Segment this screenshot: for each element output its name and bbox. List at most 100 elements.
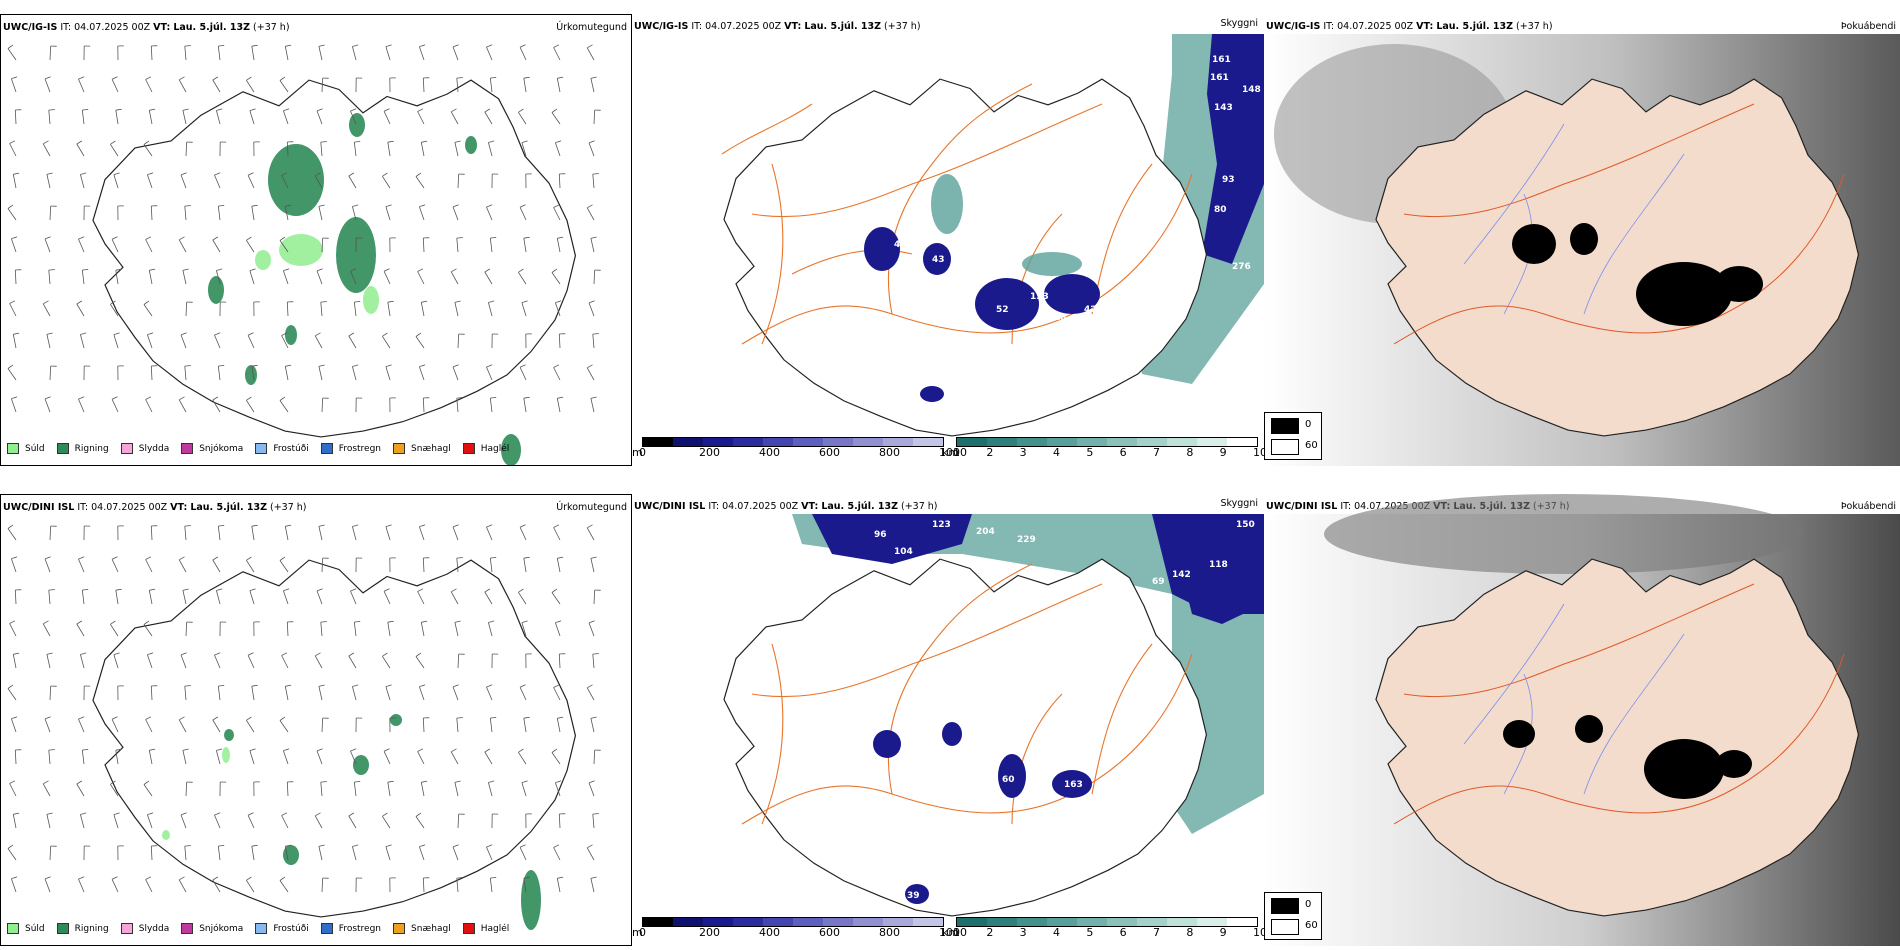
- wind-barb: [247, 175, 255, 189]
- wind-barb-tick: [218, 205, 225, 207]
- wind-barb: [350, 750, 357, 765]
- wind-barb: [283, 750, 289, 765]
- wind-barb: [454, 622, 459, 637]
- wind-barb-tick: [11, 716, 18, 720]
- wind-barb: [80, 814, 85, 829]
- wind-barb-tick: [48, 109, 55, 111]
- wind-barb-tick: [247, 172, 254, 176]
- wind-barb-tick: [454, 620, 461, 623]
- wind-barb: [553, 207, 561, 221]
- wind-barb-tick: [590, 76, 597, 79]
- wind-barb: [111, 879, 119, 893]
- wind-barb-tick: [7, 204, 14, 209]
- wind-barb-tick: [452, 204, 459, 208]
- colorbar-cell: [673, 918, 703, 926]
- panel-title: UWC/IG-IS IT: 04.07.2025 00Z VT: Lau. 5.…: [3, 22, 290, 33]
- legend-swatch: [393, 443, 406, 454]
- wind-barb-tick: [214, 652, 221, 656]
- wind-barb-tick: [419, 684, 426, 688]
- wind-barb-tick: [417, 588, 424, 592]
- wind-barb: [9, 303, 17, 317]
- fog-panel-row2: UWC/DINI ISL IT: 04.07.2025 00Z VT: Lau.…: [1264, 494, 1900, 946]
- wind-barb-tick: [354, 141, 361, 143]
- wind-barb-tick: [523, 396, 530, 399]
- legend-swatch: [181, 923, 194, 934]
- wind-barb-tick: [82, 269, 89, 271]
- wind-barb-tick: [11, 556, 18, 560]
- wind-barb-tick: [484, 108, 491, 113]
- colorbar-cell: [1017, 918, 1047, 926]
- wind-barb: [420, 622, 425, 637]
- colorbar-tick: 5: [1086, 446, 1094, 459]
- wind-barb: [249, 110, 255, 125]
- svg-text:142: 142: [1172, 570, 1191, 580]
- panel-type-label: Úrkomutegund: [556, 22, 627, 33]
- wind-barb-tick: [421, 620, 428, 623]
- wind-barb-tick: [249, 268, 256, 271]
- wind-barb-tick: [553, 204, 560, 208]
- wind-barb-tick: [143, 300, 150, 305]
- wind-barb: [593, 109, 596, 125]
- wind-barb-tick: [352, 684, 359, 687]
- wind-barb-tick: [44, 556, 51, 560]
- panel-title: UWC/DINI ISL IT: 04.07.2025 00Z VT: Lau.…: [634, 501, 938, 512]
- wind-barb: [150, 845, 153, 861]
- colorbar-cell: [1227, 918, 1257, 926]
- wind-barb: [150, 205, 153, 221]
- wind-barb: [590, 718, 595, 733]
- wind-barb-tick: [212, 716, 219, 721]
- wind-barb: [251, 686, 255, 701]
- wind-barb: [44, 878, 51, 893]
- wind-barb: [76, 783, 85, 797]
- wind-barb-tick: [285, 204, 292, 207]
- wind-barb-tick: [283, 588, 290, 592]
- wind-barb: [249, 270, 255, 285]
- wind-barb: [454, 302, 459, 317]
- wind-barb: [279, 400, 289, 413]
- wind-barb-tick: [182, 268, 189, 271]
- wind-barb-tick: [218, 525, 225, 527]
- colorbar-cell: [1197, 918, 1227, 926]
- wind-barb: [422, 397, 425, 413]
- wind-barb: [184, 366, 187, 381]
- svg-text:161: 161: [1212, 55, 1231, 65]
- wind-barb: [44, 558, 51, 573]
- wind-barb: [316, 110, 323, 125]
- wind-barb: [553, 47, 561, 61]
- wind-barb: [457, 333, 460, 349]
- wind-barb: [148, 110, 153, 125]
- wind-barb: [48, 270, 51, 285]
- wind-barb: [586, 207, 595, 221]
- wind-barb-tick: [43, 620, 49, 625]
- svg-text:150: 150: [1236, 520, 1255, 530]
- colorbar-cell: [1107, 918, 1137, 926]
- wind-barb: [182, 590, 187, 605]
- wind-barb: [314, 655, 323, 669]
- wind-barb-tick: [387, 300, 394, 303]
- wind-barb: [46, 334, 51, 349]
- wind-barb-tick: [553, 364, 560, 368]
- wind-barb: [49, 365, 52, 381]
- wind-barb: [422, 77, 425, 93]
- wind-barb: [556, 878, 561, 893]
- colorbar-cell: [823, 918, 853, 926]
- wind-barb: [454, 782, 459, 797]
- wind-barb: [353, 782, 357, 797]
- wind-barb-tick: [452, 524, 459, 528]
- colorbar-cell: [793, 438, 823, 446]
- wind-barb-tick: [111, 716, 118, 720]
- wind-barb: [352, 206, 357, 221]
- wind-barb-tick: [143, 620, 150, 625]
- svg-text:39: 39: [907, 891, 920, 901]
- wind-barb: [113, 814, 119, 829]
- wind-barb: [420, 302, 425, 317]
- wind-barb-tick: [247, 332, 254, 336]
- wind-barb-tick: [246, 396, 252, 401]
- wind-barb: [348, 175, 357, 189]
- wind-barb-tick: [486, 524, 493, 528]
- wind-barb-tick: [216, 748, 223, 751]
- wind-barb-tick: [149, 268, 156, 271]
- wind-barb: [321, 717, 324, 733]
- svg-text:80: 80: [1214, 205, 1227, 215]
- wind-barb: [382, 816, 391, 829]
